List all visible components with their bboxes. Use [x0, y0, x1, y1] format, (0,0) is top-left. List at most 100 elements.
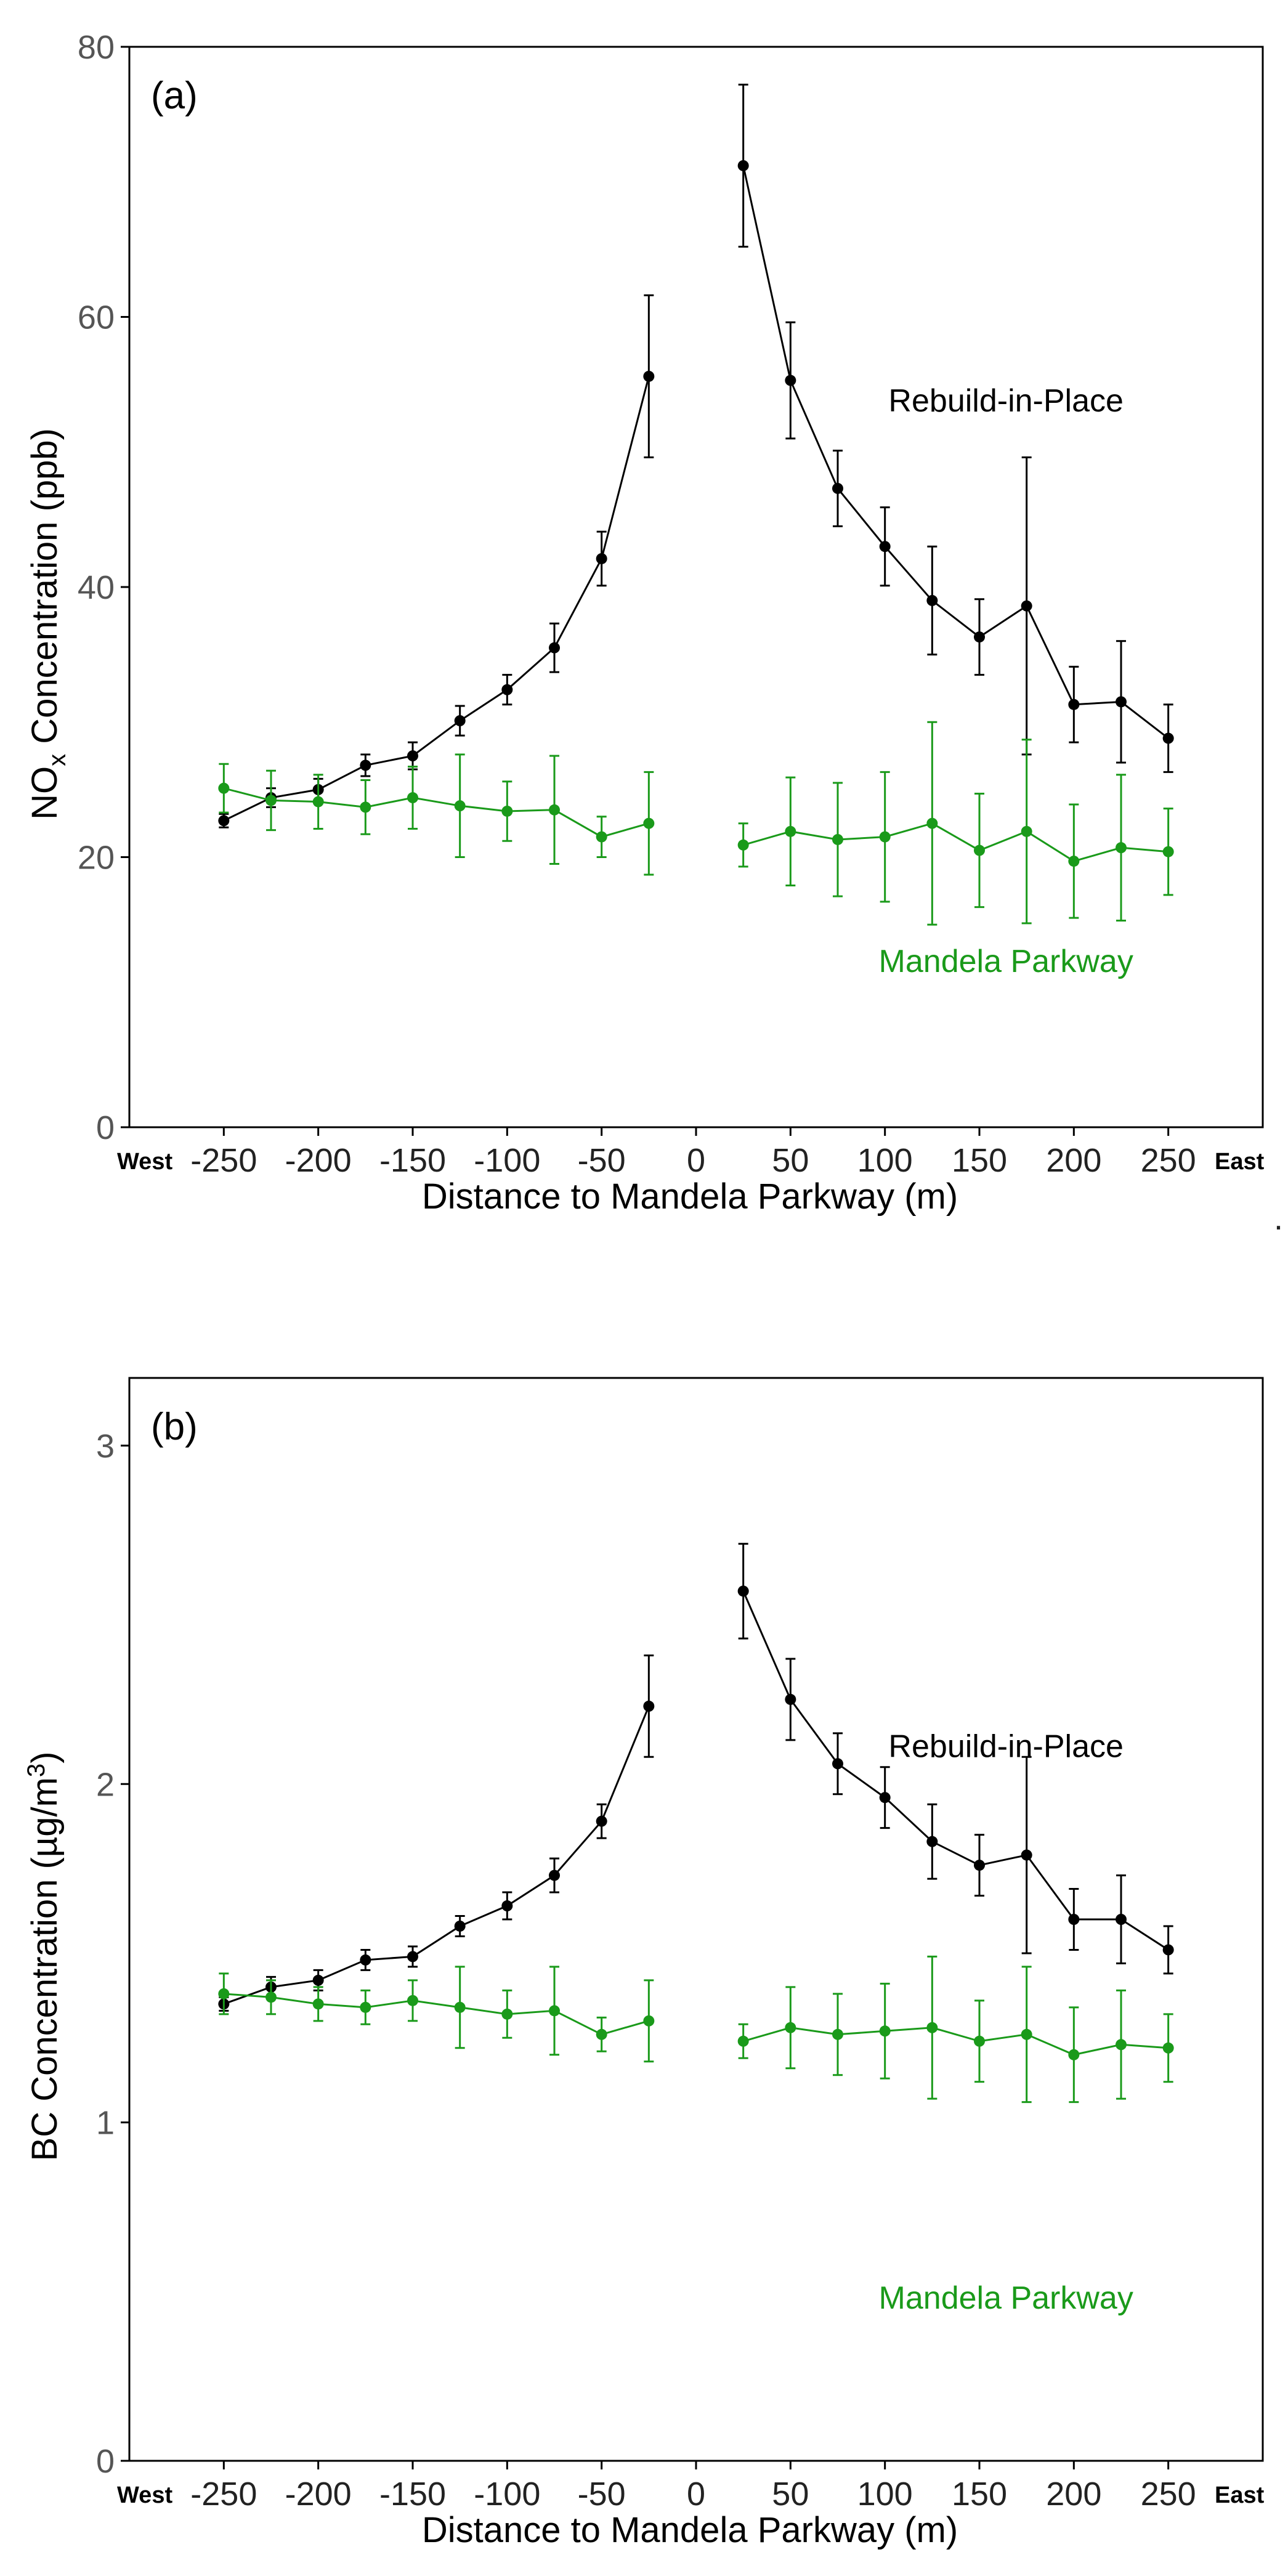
data-point: [974, 844, 985, 856]
data-point: [1021, 600, 1032, 612]
x-tick-label: -150: [379, 2476, 446, 2513]
series-label: Rebuild-in-Place: [888, 1728, 1124, 1764]
x-tick-label: -50: [578, 1142, 626, 1179]
data-point: [1116, 2039, 1127, 2051]
y-tick-label: 0: [96, 1109, 115, 1146]
data-point: [501, 1900, 513, 1912]
x-tick-label: -200: [285, 1142, 352, 1179]
y-tick-label: 0: [96, 2443, 115, 2480]
data-point: [1021, 2028, 1032, 2040]
series-label: Mandela Parkway: [879, 2280, 1133, 2316]
data-point: [596, 2028, 607, 2040]
y-tick-label: 40: [78, 569, 115, 606]
x-tick-label: 100: [857, 2476, 913, 2513]
x-axis-title: Distance to Mandela Parkway (m): [422, 1177, 958, 1217]
y-tick-label: 80: [78, 29, 115, 66]
data-point: [501, 684, 513, 695]
series-mandela-parkway: Mandela Parkway: [218, 1955, 1174, 2316]
y-axis-title-main: NO: [25, 766, 65, 820]
data-point: [360, 801, 371, 813]
series-line: [743, 822, 1169, 862]
x-tick-label: 0: [687, 2476, 705, 2513]
x-tick-label: -100: [474, 1142, 540, 1179]
series-rebuild-in-place: Rebuild-in-Place: [218, 1542, 1174, 2012]
data-point: [1116, 1914, 1127, 1925]
panel-b-bc: 0 1 2 3 -250 -200 -150 -100 -50 0 50 100 150 200 250 We…: [23, 1377, 1265, 2550]
series-mandela-parkway: Mandela Parkway: [218, 721, 1174, 979]
data-point: [360, 1954, 371, 1966]
x-tick-label: 0: [687, 1142, 705, 1179]
data-point: [974, 2035, 985, 2047]
data-point: [974, 1860, 985, 1871]
data-point: [454, 2001, 466, 2013]
x-tick-label: 200: [1046, 2476, 1101, 2513]
data-point: [926, 594, 938, 606]
data-point: [643, 370, 655, 382]
data-point: [785, 825, 796, 837]
data-point: [407, 792, 418, 804]
series-line: [743, 2027, 1169, 2056]
data-point: [312, 1974, 324, 1986]
data-point: [218, 815, 230, 827]
series-rebuild-in-place: Rebuild-in-Place: [218, 83, 1174, 828]
y-tick-label: 60: [78, 299, 115, 336]
data-point: [265, 1991, 277, 2003]
x-tick-label: 100: [857, 1142, 913, 1179]
data-point: [549, 1869, 560, 1881]
y-axis-title: NOx Concentration (ppb): [25, 428, 71, 820]
data-point: [407, 1951, 418, 1962]
data-point: [501, 2008, 513, 2020]
data-point: [643, 2015, 655, 2027]
data-point: [1116, 696, 1127, 708]
data-point: [643, 817, 655, 829]
data-point: [785, 375, 796, 386]
y-axis-title-rest: ): [25, 1752, 65, 1764]
y-axis-title: BC Concentration (µg/m3): [23, 1752, 65, 2161]
series-line: [224, 1993, 649, 2036]
data-point: [549, 2005, 560, 2017]
data-point: [1162, 732, 1174, 744]
series-line: [223, 1706, 650, 2005]
data-point: [926, 2022, 938, 2033]
x-tick-label: 150: [952, 1142, 1007, 1179]
data-point: [596, 831, 607, 843]
data-point: [1068, 2049, 1080, 2060]
data-point: [312, 796, 324, 808]
data-point: [643, 1700, 655, 1712]
data-point: [737, 1586, 749, 1597]
data-point: [926, 1836, 938, 1847]
data-point: [454, 800, 466, 812]
panel-label: (b): [151, 1406, 198, 1448]
y-axis-title-main: BC Concentration (µg/m: [25, 1777, 65, 2161]
series-line: [223, 787, 649, 838]
data-point: [360, 2001, 371, 2013]
data-point: [974, 631, 985, 643]
panel-a-nox: 0 20 40 60 80 -250 -200 -150 -100 -50 0 50 100 150 200…: [25, 29, 1265, 1217]
data-point: [1162, 1944, 1174, 1956]
data-point: [454, 1920, 466, 1932]
x-tick-label: -50: [578, 2476, 626, 2513]
data-point: [1162, 846, 1174, 857]
data-point: [407, 1995, 418, 2006]
y-axis-title-sub: x: [44, 754, 71, 766]
data-point: [832, 1758, 843, 1770]
east-label: East: [1215, 1149, 1265, 1175]
x-tick-label: 250: [1141, 1142, 1196, 1179]
data-point: [785, 1693, 796, 1705]
data-point: [1068, 1914, 1080, 1925]
x-tick-label: -250: [190, 2476, 257, 2513]
data-point: [407, 750, 418, 762]
data-point: [1116, 842, 1127, 854]
y-axis-title-sup: 3: [23, 1764, 50, 1777]
series-line: [223, 376, 650, 822]
y-tick-label: 1: [96, 2105, 115, 2142]
data-point: [737, 2035, 749, 2047]
data-point: [785, 2022, 796, 2033]
data-point: [1162, 2042, 1174, 2054]
x-axis-title: Distance to Mandela Parkway (m): [422, 2510, 958, 2550]
data-point: [832, 482, 843, 494]
stray-dot: .: [1274, 1200, 1283, 1237]
x-tick-label: 150: [952, 2476, 1007, 2513]
data-point: [360, 759, 371, 771]
data-point: [879, 831, 891, 843]
